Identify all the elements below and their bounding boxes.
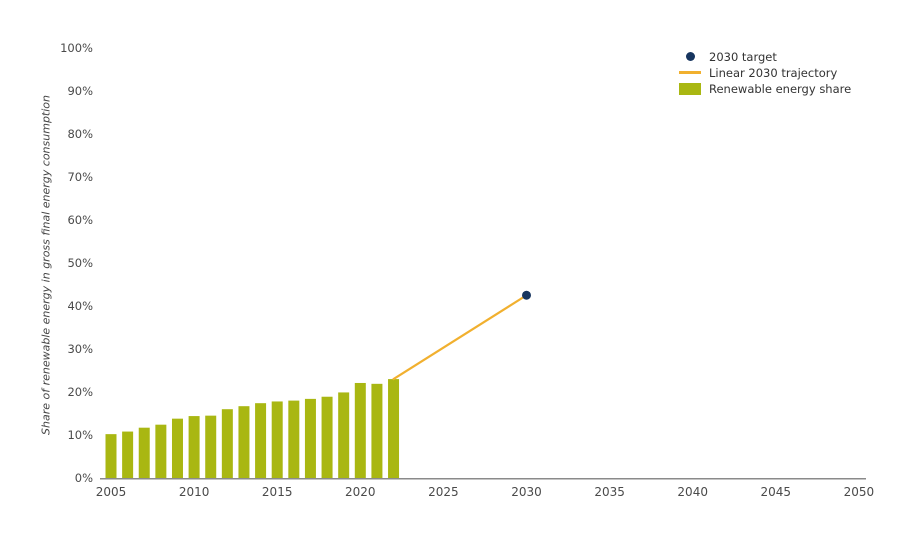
bar-2013 — [238, 406, 250, 478]
bar-2007 — [138, 427, 150, 478]
y-tick-label-0: 0% — [75, 471, 93, 485]
x-tick-label-2040: 2040 — [677, 485, 708, 499]
bar-2012 — [221, 409, 233, 478]
x-tick-label-2050: 2050 — [844, 485, 875, 499]
y-tick-label-40: 40% — [67, 299, 93, 313]
bar-2020 — [354, 382, 366, 478]
legend-item-2030-target[interactable]: 2030 target — [678, 49, 851, 64]
x-tick-label-2010: 2010 — [179, 485, 210, 499]
bar-2022 — [388, 379, 400, 478]
bar-2021 — [371, 383, 383, 478]
x-tick-label-2005: 2005 — [96, 485, 127, 499]
legend-marker-box — [678, 71, 702, 74]
y-tick-label-20: 20% — [67, 385, 93, 399]
bar-2014 — [255, 403, 267, 478]
y-tick-label-80: 80% — [67, 127, 93, 141]
legend-label-linear-trajectory: Linear 2030 trajectory — [709, 65, 838, 80]
target-2030-point — [522, 290, 531, 300]
y-tick-label-10: 10% — [67, 428, 93, 442]
target-dot-icon — [685, 52, 695, 61]
legend-marker-box — [678, 52, 702, 61]
legend: 2030 target Linear 2030 trajectory Renew… — [678, 49, 852, 96]
y-tick-label-50: 50% — [67, 256, 93, 270]
y-tick-label-90: 90% — [67, 84, 93, 98]
x-tick-label-2035: 2035 — [594, 485, 625, 499]
y-tick-label-100: 100% — [60, 41, 93, 55]
bar-2005 — [105, 434, 117, 478]
renewable-share-swatch-icon — [679, 82, 701, 95]
legend-item-linear-trajectory[interactable]: Linear 2030 trajectory — [678, 65, 851, 80]
bar-2015 — [271, 401, 283, 478]
bar-2009 — [171, 418, 183, 478]
legend-item-renewable-share[interactable]: Renewable energy share — [678, 81, 852, 96]
bar-2017 — [304, 398, 316, 478]
x-tick-label-2045: 2045 — [761, 485, 792, 499]
trajectory-line-icon — [679, 71, 701, 74]
bar-2008 — [155, 424, 167, 478]
bar-2006 — [122, 431, 134, 478]
bar-2010 — [188, 416, 200, 478]
x-tick-label-2030: 2030 — [511, 485, 542, 499]
legend-label-renewable-share: Renewable energy share — [709, 81, 852, 96]
x-tick-label-2020: 2020 — [345, 485, 376, 499]
x-tick-label-2025: 2025 — [428, 485, 459, 499]
x-tick-label-2015: 2015 — [262, 485, 293, 499]
y-tick-label-30: 30% — [67, 342, 93, 356]
legend-marker-box — [678, 82, 702, 95]
legend-label-2030-target: 2030 target — [709, 49, 777, 64]
y-tick-label-70: 70% — [67, 170, 93, 184]
bar-2019 — [338, 392, 350, 478]
linear-2030-trajectory-line — [392, 294, 528, 381]
bar-2018 — [321, 396, 333, 478]
bar-2011 — [205, 415, 217, 478]
bar-2016 — [288, 400, 300, 478]
y-tick-label-60: 60% — [67, 213, 93, 227]
